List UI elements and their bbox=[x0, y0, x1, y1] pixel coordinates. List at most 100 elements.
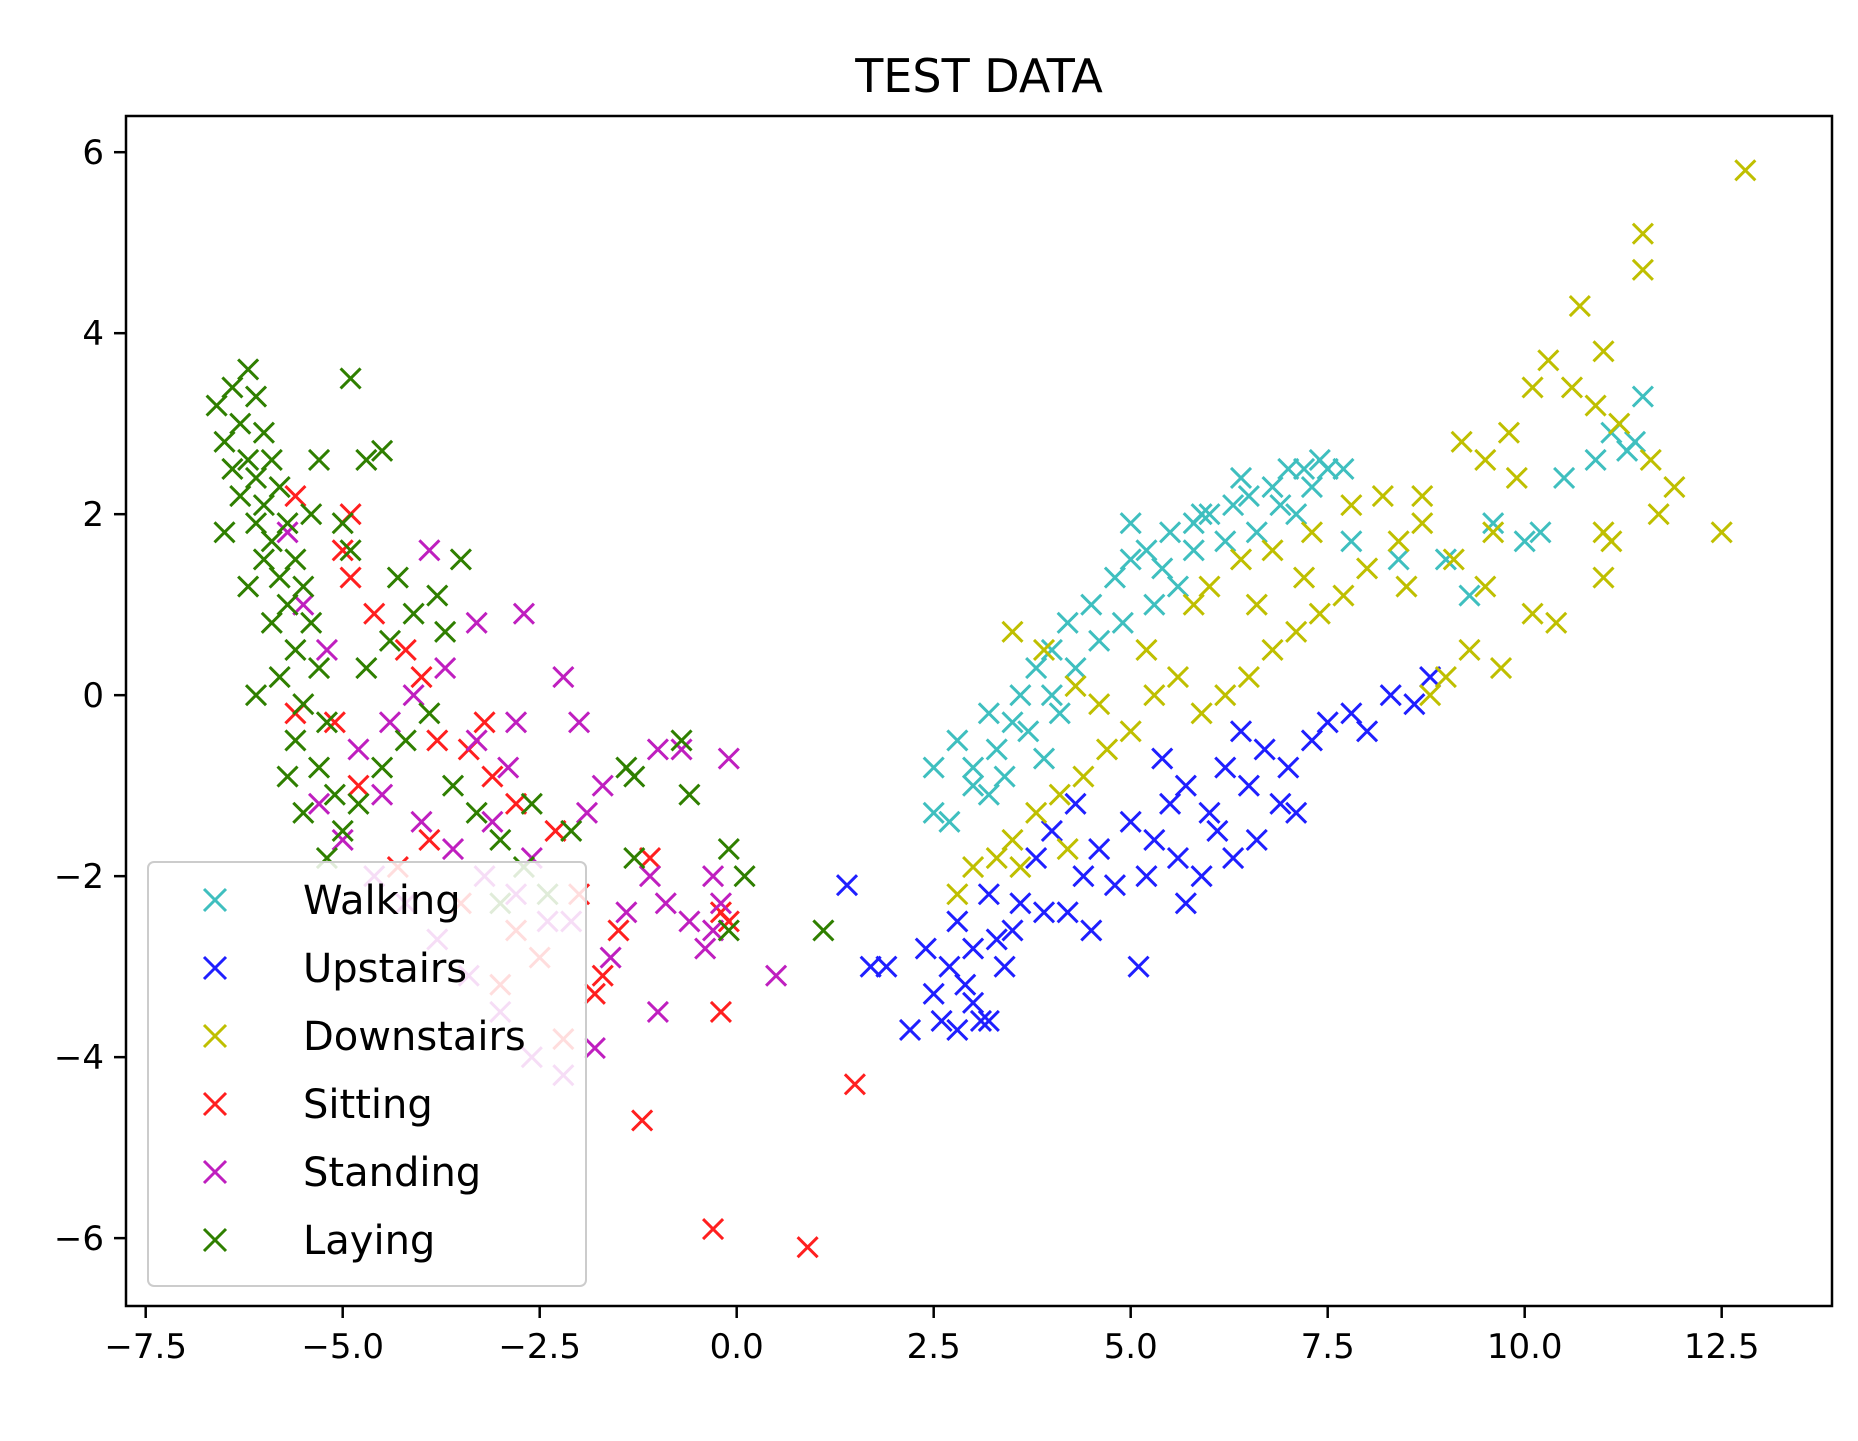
data-point bbox=[1032, 901, 1056, 924]
data-point bbox=[1553, 466, 1576, 490]
data-point bbox=[1411, 485, 1434, 508]
data-point bbox=[244, 684, 268, 707]
data-point bbox=[1009, 892, 1032, 915]
legend-box bbox=[147, 861, 587, 1287]
data-point bbox=[1056, 837, 1079, 861]
data-point bbox=[1482, 512, 1505, 535]
data-point bbox=[1001, 919, 1024, 942]
x-tick-label: −5.0 bbox=[301, 1327, 384, 1367]
data-point bbox=[1497, 421, 1520, 444]
data-point bbox=[315, 711, 338, 734]
data-point bbox=[1032, 747, 1056, 770]
data-point bbox=[654, 892, 677, 915]
data-point bbox=[221, 376, 244, 399]
data-point bbox=[394, 638, 417, 661]
data-point bbox=[1474, 575, 1497, 598]
data-point bbox=[276, 765, 299, 788]
data-point bbox=[1560, 376, 1584, 399]
data-point bbox=[709, 1000, 732, 1023]
data-point bbox=[1285, 503, 1308, 526]
data-point bbox=[1190, 865, 1213, 888]
y-tick-label: −4 bbox=[54, 1038, 104, 1078]
data-point bbox=[591, 774, 614, 797]
data-point bbox=[489, 828, 512, 852]
data-point bbox=[268, 475, 291, 499]
data-point bbox=[1269, 792, 1292, 815]
data-point bbox=[1072, 865, 1095, 888]
data-point bbox=[504, 792, 528, 815]
data-point bbox=[670, 729, 693, 752]
data-point bbox=[796, 1236, 819, 1259]
data-point bbox=[1143, 684, 1166, 707]
data-point bbox=[607, 919, 630, 942]
data-point bbox=[1025, 656, 1048, 680]
data-point bbox=[1245, 593, 1268, 616]
x-tick-label: 10.0 bbox=[1487, 1327, 1563, 1367]
data-point bbox=[1450, 430, 1473, 453]
data-point bbox=[709, 892, 732, 915]
data-point bbox=[284, 729, 307, 752]
legend-marker bbox=[202, 955, 228, 981]
data-point bbox=[859, 955, 882, 978]
data-point bbox=[1371, 485, 1394, 508]
data-point bbox=[213, 521, 236, 544]
data-point bbox=[1064, 792, 1087, 815]
data-point bbox=[276, 593, 299, 616]
data-point bbox=[977, 883, 1000, 906]
data-point bbox=[292, 693, 315, 716]
data-point bbox=[402, 602, 425, 625]
data-point bbox=[1489, 656, 1513, 680]
data-point bbox=[237, 358, 260, 381]
data-point bbox=[1277, 457, 1300, 480]
x-tick-label: 7.5 bbox=[1301, 1327, 1355, 1367]
data-point bbox=[441, 774, 465, 797]
data-point bbox=[434, 656, 457, 680]
data-point bbox=[331, 512, 354, 535]
y-tick-label: 0 bbox=[82, 676, 104, 716]
data-point bbox=[244, 385, 268, 408]
data-point bbox=[371, 439, 394, 462]
data-point bbox=[1229, 720, 1253, 743]
data-point bbox=[1166, 575, 1190, 598]
data-point bbox=[670, 738, 693, 761]
data-point bbox=[386, 566, 409, 589]
data-point bbox=[1261, 638, 1284, 661]
data-point bbox=[1119, 810, 1142, 833]
data-point bbox=[426, 729, 449, 752]
data-point bbox=[1151, 747, 1174, 770]
data-point bbox=[977, 1009, 1000, 1033]
legend-marker bbox=[202, 1023, 228, 1049]
legend-label: Laying bbox=[303, 1218, 435, 1264]
data-point bbox=[237, 575, 260, 598]
data-point bbox=[946, 883, 969, 906]
data-point bbox=[1048, 702, 1071, 725]
data-point bbox=[1032, 638, 1056, 661]
data-point bbox=[363, 602, 386, 625]
data-point bbox=[638, 865, 662, 888]
data-point bbox=[1119, 548, 1142, 571]
data-point bbox=[1103, 566, 1126, 589]
data-point bbox=[252, 548, 275, 571]
data-point bbox=[568, 711, 591, 734]
data-point bbox=[678, 910, 701, 933]
data-point bbox=[946, 1018, 969, 1042]
data-point bbox=[717, 919, 740, 942]
data-point bbox=[1135, 638, 1158, 661]
data-point bbox=[1482, 521, 1505, 544]
data-point bbox=[315, 638, 338, 661]
legend: Walking Upstairs Downstairs Sitting Standing… bbox=[147, 861, 587, 1287]
data-point bbox=[1592, 566, 1615, 589]
legend-label: Standing bbox=[303, 1150, 481, 1196]
data-point bbox=[733, 865, 756, 888]
data-point bbox=[1237, 485, 1260, 508]
y-axis: 6 4 2 0 −2 −4 −6 bbox=[54, 133, 126, 1259]
data-point bbox=[418, 539, 441, 562]
data-point bbox=[623, 765, 646, 788]
data-point bbox=[1545, 611, 1568, 634]
data-point bbox=[512, 602, 535, 625]
data-point bbox=[812, 919, 835, 942]
data-point bbox=[1001, 828, 1024, 852]
legend-label: Walking bbox=[303, 878, 461, 924]
data-point bbox=[1379, 684, 1402, 707]
legend-marker bbox=[202, 1091, 228, 1117]
